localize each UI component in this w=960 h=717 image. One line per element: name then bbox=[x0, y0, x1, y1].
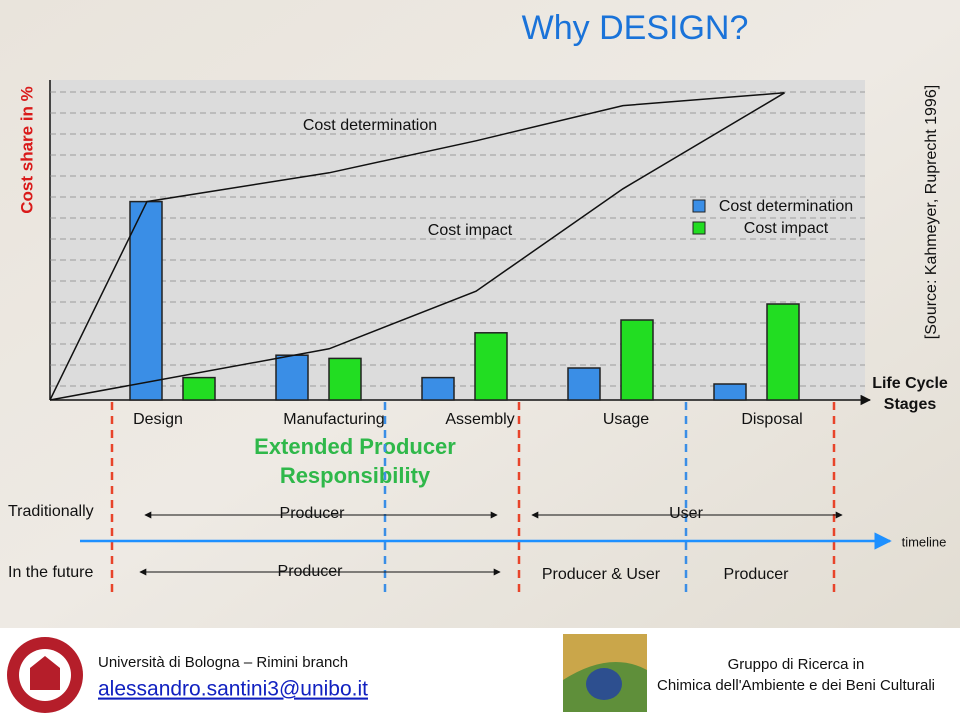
painting bbox=[563, 634, 647, 712]
logo-emblem bbox=[30, 656, 60, 690]
legend-swatch bbox=[692, 221, 706, 235]
bar bbox=[766, 303, 800, 401]
email[interactable]: alessandro.santini3@unibo.it bbox=[98, 678, 368, 701]
timeline-label: timeline bbox=[902, 534, 947, 549]
bar bbox=[620, 319, 654, 401]
bar bbox=[129, 200, 163, 401]
x-axis-label: Life Cycle Stages bbox=[872, 375, 948, 413]
row-label: In the future bbox=[8, 564, 93, 581]
x-tick-label: Design bbox=[133, 411, 183, 428]
curve-label: Cost impact bbox=[428, 222, 513, 239]
phase-label: Producer bbox=[278, 563, 344, 580]
plot-area bbox=[50, 80, 865, 400]
legend-label: Cost determination bbox=[719, 198, 853, 215]
legend-swatch bbox=[692, 199, 706, 213]
phase-dividers bbox=[110, 402, 836, 592]
y-axis-label: Cost share in % bbox=[17, 86, 36, 214]
group-line: Chimica dell'Ambiente e dei Beni Cultura… bbox=[657, 677, 935, 694]
bar bbox=[713, 383, 747, 401]
row-label: Traditionally bbox=[8, 503, 94, 520]
painting-sky bbox=[563, 634, 647, 680]
phase-label: User bbox=[669, 505, 703, 522]
phase-label: Producer bbox=[724, 566, 790, 583]
x-tick-label: Manufacturing bbox=[283, 411, 384, 428]
curve bbox=[49, 92, 785, 401]
bar bbox=[182, 376, 216, 401]
university: Università di Bologna – Rimini branch bbox=[98, 654, 348, 671]
painting-bird bbox=[586, 668, 622, 700]
bar bbox=[275, 354, 309, 401]
footer-background bbox=[0, 628, 960, 717]
title: Why DESIGN? bbox=[522, 9, 749, 47]
phase-label: Producer bbox=[280, 505, 346, 522]
curve-label: Cost determination bbox=[303, 117, 437, 134]
x-tick-label: Assembly bbox=[445, 411, 514, 428]
bar bbox=[421, 376, 455, 401]
x-tick-label: Usage bbox=[603, 411, 649, 428]
curve bbox=[49, 92, 785, 401]
epr-box: Extended Producer Responsibility bbox=[254, 434, 456, 488]
x-tick-label: Disposal bbox=[741, 411, 802, 428]
phase-label: Producer & User bbox=[542, 566, 661, 583]
group-line: Gruppo di Ricerca in bbox=[728, 656, 865, 673]
epr-title: Extended Producer Responsibility bbox=[254, 434, 456, 488]
bar bbox=[328, 357, 362, 401]
x-axis-label-box: Life Cycle Stages bbox=[872, 375, 948, 413]
bar bbox=[474, 332, 508, 401]
source: [Source: Kahmeyer, Ruprecht 1996] bbox=[923, 85, 940, 339]
legend-label: Cost impact bbox=[744, 220, 829, 237]
university-logo bbox=[7, 637, 83, 713]
bar bbox=[567, 367, 601, 401]
